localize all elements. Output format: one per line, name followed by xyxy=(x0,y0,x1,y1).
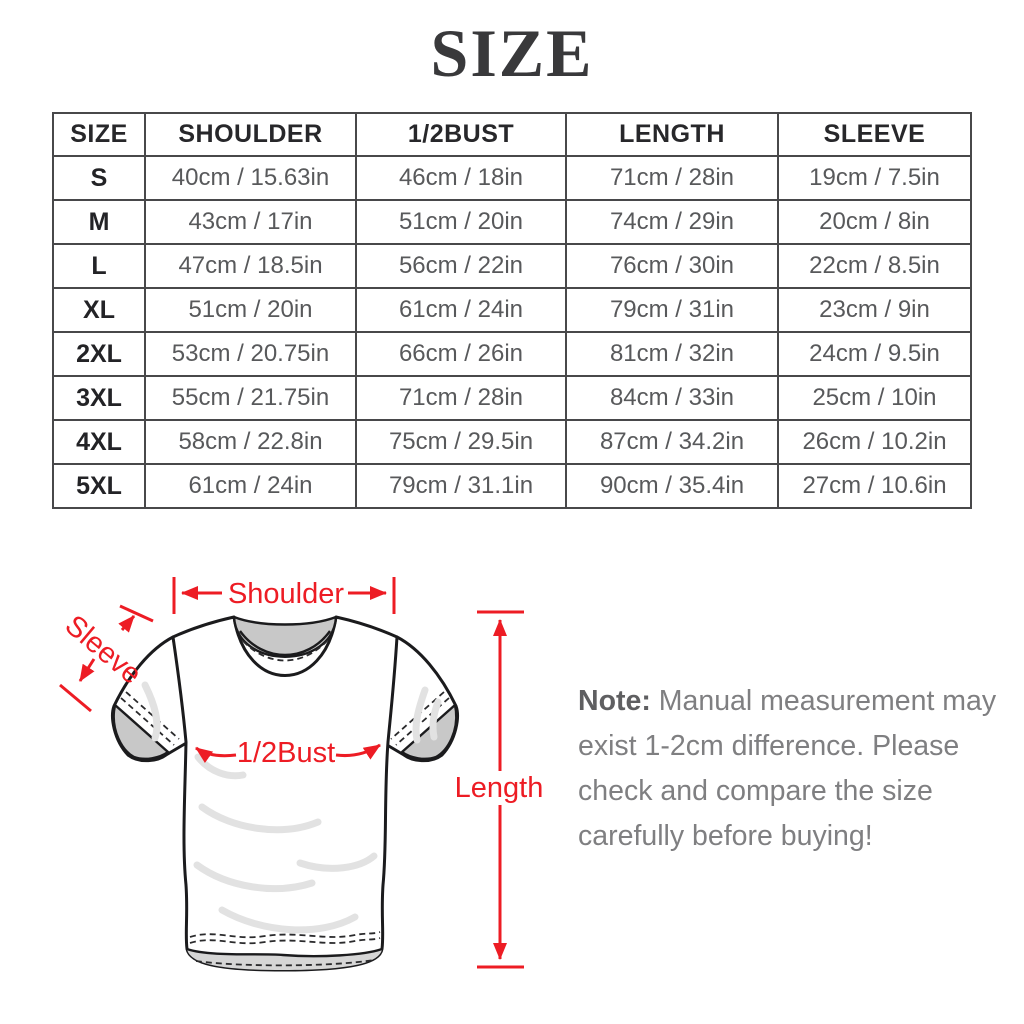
size-cell: 5XL xyxy=(52,463,146,509)
measurement-cell: 53cm / 20.75in xyxy=(144,331,357,377)
table-row: L 47cm / 18.5in 56cm / 22in 76cm / 30in … xyxy=(52,243,972,289)
hem-stitch-upper xyxy=(189,931,381,939)
measurement-cell: 71cm / 28in xyxy=(565,155,779,201)
hem-stitch-upper xyxy=(189,937,381,945)
column-header-sleeve: SLEEVE xyxy=(777,112,972,157)
measurement-cell: 51cm / 20in xyxy=(355,199,567,245)
hem-stitch-lower xyxy=(195,959,375,967)
sleeve-arrow-up xyxy=(118,615,136,633)
measurement-cell: 71cm / 28in xyxy=(355,375,567,421)
size-cell: 2XL xyxy=(52,331,146,377)
right-cuff xyxy=(400,703,458,760)
measurement-cell: 27cm / 10.6in xyxy=(777,463,972,509)
measurement-cell: 43cm / 17in xyxy=(144,199,357,245)
size-cell: 4XL xyxy=(52,419,146,465)
column-header-size: SIZE xyxy=(52,112,146,157)
measurement-cell: 66cm / 26in xyxy=(355,331,567,377)
measurement-cell: 56cm / 22in xyxy=(355,243,567,289)
table-row: XL 51cm / 20in 61cm / 24in 79cm / 31in 2… xyxy=(52,287,972,333)
column-header-shoulder: SHOULDER xyxy=(144,112,357,157)
measurement-cell: 79cm / 31in xyxy=(565,287,779,333)
measurement-cell: 22cm / 8.5in xyxy=(777,243,972,289)
wrinkle-shading xyxy=(141,681,442,934)
measurement-cell: 47cm / 18.5in xyxy=(144,243,357,289)
table-row: 5XL 61cm / 24in 79cm / 31.1in 90cm / 35.… xyxy=(52,463,972,509)
note-line: Note: Manual measurement may xyxy=(578,679,1008,724)
measurement-cell: 84cm / 33in xyxy=(565,375,779,421)
hem-band xyxy=(187,949,382,970)
size-cell: M xyxy=(52,199,146,245)
sleeve-arrow-down xyxy=(78,658,96,682)
measurement-cell: 19cm / 7.5in xyxy=(777,155,972,201)
tshirt-body xyxy=(171,615,399,972)
measurement-cell: 24cm / 9.5in xyxy=(777,331,972,377)
size-cell: 3XL xyxy=(52,375,146,421)
note-prefix: Note: xyxy=(578,685,651,717)
sleeve-label: Sleeve xyxy=(59,609,147,691)
table-header-row: SIZE SHOULDER 1/2BUST LENGTH SLEEVE xyxy=(52,112,972,157)
measurement-cell: 23cm / 9in xyxy=(777,287,972,333)
bust-arrow-left xyxy=(195,746,237,763)
measurement-cell: 46cm / 18in xyxy=(355,155,567,201)
collar-opening xyxy=(232,615,338,658)
measurement-arrows xyxy=(59,577,524,969)
column-header-bust: 1/2BUST xyxy=(355,112,567,157)
measurement-cell: 61cm / 24in xyxy=(144,463,357,509)
tshirt-collar xyxy=(232,615,338,662)
left-cuff-stitch xyxy=(120,697,175,746)
measurement-cell: 87cm / 34.2in xyxy=(565,419,779,465)
measurement-cell: 25cm / 10in xyxy=(777,375,972,421)
size-cell: XL xyxy=(52,287,146,333)
table-row: S 40cm / 15.63in 46cm / 18in 71cm / 28in… xyxy=(52,155,972,201)
measurement-cell: 40cm / 15.63in xyxy=(144,155,357,201)
hem-fold-line xyxy=(186,947,383,958)
shoulder-label: Shoulder xyxy=(228,578,344,610)
page-title: SIZE xyxy=(430,15,594,91)
table-row: M 43cm / 17in 51cm / 20in 74cm / 29in 20… xyxy=(52,199,972,245)
measurement-cell: 55cm / 21.75in xyxy=(144,375,357,421)
sleeve-tick-bottom xyxy=(59,683,92,713)
size-cell: L xyxy=(52,243,146,289)
measurement-cell: 76cm / 30in xyxy=(565,243,779,289)
collar-band-seam xyxy=(239,630,331,657)
measurement-cell: 81cm / 32in xyxy=(565,331,779,377)
bust-label: 1/2Bust xyxy=(237,737,335,769)
measurement-cell: 58cm / 22.8in xyxy=(144,419,357,465)
length-label: Length xyxy=(455,772,544,804)
measurement-cell: 75cm / 29.5in xyxy=(355,419,567,465)
note-text: Manual measurement may xyxy=(650,685,997,717)
tshirt-measurement-diagram: Shoulder Sleeve 1/2Bust Length xyxy=(50,565,550,1010)
note-line: exist 1-2cm difference. Please xyxy=(578,730,960,762)
measurement-cell: 90cm / 35.4in xyxy=(565,463,779,509)
measurement-note: Note: Manual measurement may exist 1-2cm… xyxy=(578,679,1008,859)
measurement-cell: 20cm / 8in xyxy=(777,199,972,245)
collar-stitch xyxy=(242,640,328,662)
table-row: 4XL 58cm / 22.8in 75cm / 29.5in 87cm / 3… xyxy=(52,419,972,465)
tshirt-diagram-svg: Shoulder Sleeve 1/2Bust Length xyxy=(59,577,544,972)
sleeve-tick-top xyxy=(119,604,154,623)
note-line: check and compare the size xyxy=(578,775,933,807)
note-line: carefully before buying! xyxy=(578,820,873,852)
column-header-length: LENGTH xyxy=(565,112,779,157)
left-cuff xyxy=(112,703,170,760)
size-cell: S xyxy=(52,155,146,201)
measurement-cell: 61cm / 24in xyxy=(355,287,567,333)
measurement-cell: 26cm / 10.2in xyxy=(777,419,972,465)
size-table: SIZE SHOULDER 1/2BUST LENGTH SLEEVE S 40… xyxy=(52,112,972,509)
measurement-cell: 74cm / 29in xyxy=(565,199,779,245)
tshirt-hem xyxy=(186,931,383,970)
measurement-cell: 79cm / 31.1in xyxy=(355,463,567,509)
measurement-cell: 51cm / 20in xyxy=(144,287,357,333)
table-row: 2XL 53cm / 20.75in 66cm / 26in 81cm / 32… xyxy=(52,331,972,377)
bust-arrow-right xyxy=(335,743,381,760)
table-row: 3XL 55cm / 21.75in 71cm / 28in 84cm / 33… xyxy=(52,375,972,421)
